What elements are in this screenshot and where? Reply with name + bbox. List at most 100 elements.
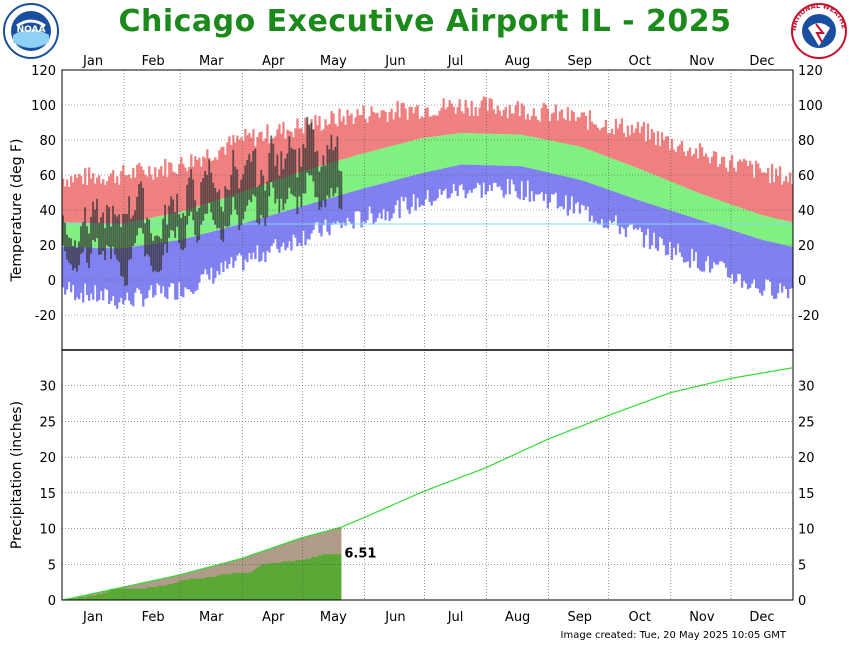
record-low-bar <box>308 204 311 240</box>
observed-temperature-bar <box>166 224 169 253</box>
record-low-bar <box>250 221 253 260</box>
observed-temperature-bar <box>330 134 333 189</box>
observed-temperature-bar <box>94 209 96 242</box>
normal-range-bar <box>710 197 714 224</box>
record-low-bar <box>790 246 794 288</box>
record-low-bar <box>270 215 273 247</box>
record-low-bar <box>402 177 405 202</box>
record-high-bar <box>580 112 584 147</box>
normal-range-bar <box>636 168 640 200</box>
normal-range-bar <box>424 137 427 173</box>
normal-range-bar <box>694 191 698 219</box>
record-low-bar <box>728 229 732 279</box>
record-high-bar <box>452 106 455 135</box>
record-high-bar <box>136 164 139 221</box>
record-high-bar <box>110 173 113 224</box>
record-high-bar <box>380 110 383 149</box>
observed-temperature-bar <box>284 158 287 204</box>
record-high-bar <box>706 157 710 197</box>
observed-temperature-bar <box>118 214 120 262</box>
record-high-bar <box>130 178 133 222</box>
observed-temperature-bar <box>170 196 173 230</box>
record-high-bar <box>734 171 738 207</box>
record-low-bar <box>536 169 539 195</box>
record-high-bar <box>238 139 241 194</box>
record-low-bar <box>198 235 201 283</box>
normal-range-bar <box>484 133 487 166</box>
record-low-bar <box>466 164 469 194</box>
record-low-bar <box>200 234 203 275</box>
record-high-bar <box>70 176 73 223</box>
record-low-bar <box>734 231 738 282</box>
record-high-bar <box>570 110 573 145</box>
normal-range-bar <box>784 220 788 246</box>
normal-range-bar <box>594 152 598 186</box>
record-high-bar <box>66 179 69 223</box>
record-low-bar <box>268 215 271 253</box>
normal-range-bar <box>748 211 752 236</box>
normal-range-bar <box>154 217 157 244</box>
record-low-bar <box>404 177 407 198</box>
record-high-bar <box>586 129 590 150</box>
record-low-bar <box>384 182 387 221</box>
normal-range-bar <box>558 142 561 176</box>
normal-range-bar <box>600 154 604 188</box>
record-high-bar <box>740 161 744 209</box>
record-high-bar <box>728 160 732 205</box>
normal-range-bar <box>770 217 774 243</box>
record-high-bar <box>84 167 87 223</box>
normal-range-bar <box>466 133 469 165</box>
observed-temperature-bar <box>104 228 106 260</box>
record-low-bar <box>446 167 449 199</box>
record-high-bar <box>496 105 499 135</box>
record-low-bar <box>304 205 307 245</box>
record-low-bar <box>490 165 493 191</box>
normal-range-bar <box>74 222 77 248</box>
observed-temperature-bar <box>264 190 267 227</box>
record-high-bar <box>482 96 485 134</box>
record-low-bar <box>310 203 313 234</box>
observed-temperature-bar <box>62 215 64 246</box>
normal-range-bar <box>624 163 628 196</box>
record-high-bar <box>384 111 387 148</box>
precip-tick-label-left: 10 <box>39 523 56 538</box>
normal-range-bar <box>614 159 618 193</box>
temp-tick-label-right: 100 <box>798 99 823 114</box>
record-high-bar <box>656 131 660 177</box>
record-high-bar <box>416 105 419 140</box>
normal-range-bar <box>556 142 559 175</box>
record-high-bar <box>508 105 511 135</box>
record-high-bar <box>304 117 307 171</box>
normal-range-bar <box>348 157 351 193</box>
observed-temperature-bar <box>66 234 68 260</box>
record-high-bar <box>410 106 413 141</box>
normal-range-bar <box>544 139 547 172</box>
normal-range-bar <box>550 140 553 174</box>
record-low-bar <box>692 217 696 262</box>
normal-range-bar <box>380 148 383 184</box>
record-low-bar <box>662 208 666 246</box>
record-low-bar <box>682 214 686 263</box>
record-low-bar <box>598 186 602 225</box>
normal-range-bar <box>394 145 397 181</box>
record-high-bar <box>472 115 475 134</box>
record-low-bar <box>338 195 341 223</box>
normal-range-bar <box>752 212 756 238</box>
record-low-bar <box>764 240 768 280</box>
record-high-bar <box>196 159 199 207</box>
record-high-bar <box>170 162 173 214</box>
precipitation-panel: 6.51 <box>62 367 793 601</box>
record-high-bar <box>650 129 654 174</box>
normal-range-bar <box>690 190 694 218</box>
normal-range-bar <box>150 217 153 245</box>
record-low-bar <box>376 184 379 219</box>
normal-range-bar <box>552 141 555 174</box>
normal-range-bar <box>448 134 451 168</box>
normal-range-bar <box>736 206 740 233</box>
record-low-bar <box>554 174 557 193</box>
record-low-bar <box>344 193 347 226</box>
normal-range-bar <box>572 145 576 179</box>
record-high-bar <box>786 182 790 222</box>
record-high-bar <box>694 148 698 192</box>
observed-temperature-bar <box>302 144 305 194</box>
